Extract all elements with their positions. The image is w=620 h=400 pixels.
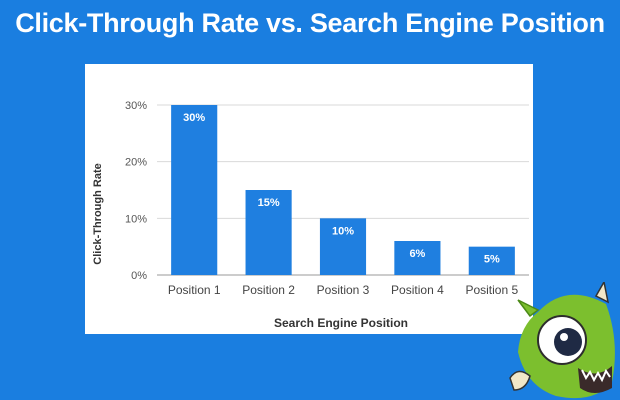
monster-mascot-icon xyxy=(509,282,615,399)
y-tick-label: 10% xyxy=(125,213,147,225)
y-axis-label: Click-Through Rate xyxy=(92,163,104,264)
x-tick-label: Position 3 xyxy=(317,283,370,297)
x-axis-ticks: Position 1 Position 2 Position 3 Position 4… xyxy=(168,283,519,297)
bar-chart: 0%10%20%30% 30%15%10%6% 5% Position 1 Posi… xyxy=(92,100,529,330)
bar xyxy=(171,105,218,275)
bar xyxy=(319,218,367,275)
bar xyxy=(468,246,515,275)
chart-card: 0% 10% 20% 30% 30% 15% 10% 6% 5% Position 1 Posi… xyxy=(85,64,533,334)
bar-value-label: 10% xyxy=(332,225,354,237)
x-tick-label: Position 5 xyxy=(465,283,518,297)
y-axis-ticks: 0% 10% 20% 30% xyxy=(125,100,147,282)
bar-value-label: 5% xyxy=(484,254,500,266)
y-tick-label: 20% xyxy=(125,157,147,169)
bar-value-label: 15% xyxy=(258,197,280,209)
y-tick-label: 30% xyxy=(125,100,147,112)
x-tick-label: Position 4 xyxy=(391,283,444,297)
bar-value-label: 6% xyxy=(409,248,425,260)
y-tick-label: 0% xyxy=(131,270,147,282)
bar xyxy=(394,241,441,275)
x-tick-label: Position 2 xyxy=(242,283,295,297)
x-tick-label: Position 1 xyxy=(168,283,221,297)
x-axis-label: Search Engine Position xyxy=(274,316,408,330)
bars: 30% 15% 10% 6% 5% xyxy=(171,105,515,275)
bar xyxy=(245,190,292,275)
page-title: Click-Through Rate vs. Search Engine Pos… xyxy=(15,8,605,38)
bar-value-label: 30% xyxy=(183,112,205,124)
